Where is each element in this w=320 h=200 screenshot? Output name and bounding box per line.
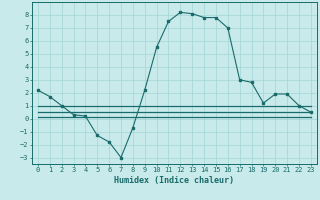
X-axis label: Humidex (Indice chaleur): Humidex (Indice chaleur) xyxy=(115,176,234,185)
